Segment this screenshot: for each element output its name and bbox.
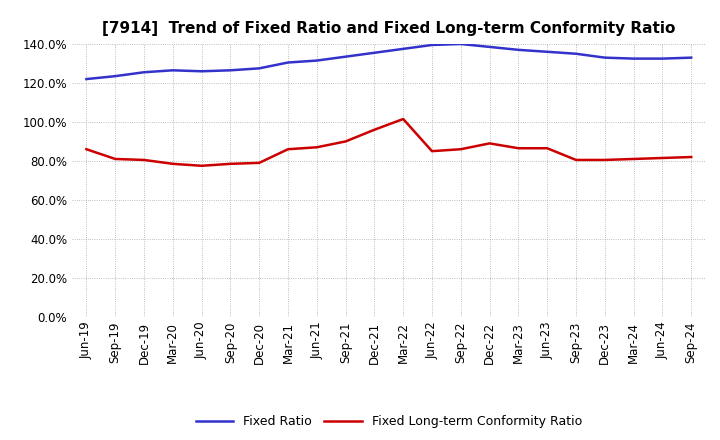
Fixed Ratio [370,50,379,55]
Fixed Long-term Conformity Ratio [341,139,350,144]
Fixed Long-term Conformity Ratio [197,163,206,169]
Fixed Ratio [687,55,696,60]
Fixed Ratio [572,51,580,56]
Fixed Long-term Conformity Ratio [284,147,292,152]
Fixed Long-term Conformity Ratio [140,157,148,162]
Fixed Long-term Conformity Ratio [658,155,667,161]
Fixed Long-term Conformity Ratio [226,161,235,166]
Fixed Ratio [428,42,436,48]
Fixed Long-term Conformity Ratio [428,149,436,154]
Fixed Long-term Conformity Ratio [514,146,523,151]
Fixed Ratio [197,69,206,74]
Fixed Long-term Conformity Ratio [687,154,696,160]
Fixed Ratio [456,41,465,47]
Fixed Ratio [111,73,120,79]
Fixed Ratio [341,54,350,59]
Fixed Long-term Conformity Ratio [600,157,609,162]
Fixed Ratio [284,60,292,65]
Fixed Long-term Conformity Ratio [543,146,552,151]
Line: Fixed Ratio: Fixed Ratio [86,44,691,79]
Fixed Long-term Conformity Ratio [456,147,465,152]
Fixed Long-term Conformity Ratio [168,161,177,166]
Fixed Ratio [140,70,148,75]
Fixed Long-term Conformity Ratio [370,127,379,132]
Fixed Ratio [600,55,609,60]
Fixed Ratio [514,47,523,52]
Fixed Long-term Conformity Ratio [399,116,408,121]
Fixed Ratio [312,58,321,63]
Fixed Ratio [629,56,638,61]
Fixed Ratio [226,68,235,73]
Fixed Ratio [543,49,552,55]
Fixed Long-term Conformity Ratio [255,160,264,165]
Fixed Ratio [168,68,177,73]
Fixed Ratio [82,77,91,82]
Fixed Ratio [485,44,494,50]
Fixed Ratio [255,66,264,71]
Fixed Long-term Conformity Ratio [629,156,638,161]
Fixed Long-term Conformity Ratio [572,157,580,162]
Line: Fixed Long-term Conformity Ratio: Fixed Long-term Conformity Ratio [86,119,691,166]
Title: [7914]  Trend of Fixed Ratio and Fixed Long-term Conformity Ratio: [7914] Trend of Fixed Ratio and Fixed Lo… [102,21,675,36]
Fixed Long-term Conformity Ratio [111,156,120,161]
Fixed Long-term Conformity Ratio [485,141,494,146]
Fixed Long-term Conformity Ratio [312,145,321,150]
Fixed Long-term Conformity Ratio [82,147,91,152]
Fixed Ratio [399,46,408,51]
Legend: Fixed Ratio, Fixed Long-term Conformity Ratio: Fixed Ratio, Fixed Long-term Conformity … [191,411,587,433]
Fixed Ratio [658,56,667,61]
